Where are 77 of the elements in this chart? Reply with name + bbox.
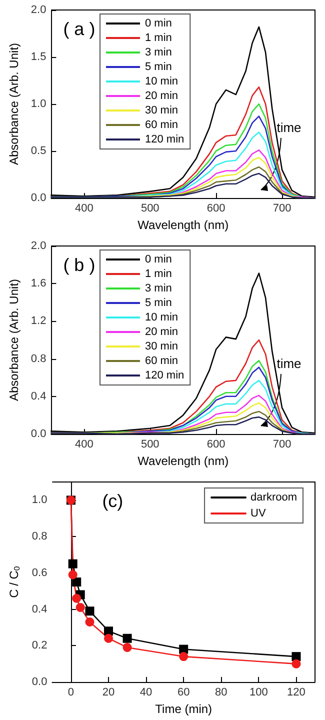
annotation: time: [276, 120, 302, 135]
legend-label: 5 min: [145, 61, 172, 73]
legend-label: 60 min: [145, 355, 178, 367]
y-tick-label: 1.0: [30, 98, 46, 110]
y-tick-label: 0.4: [32, 603, 48, 616]
y-tick-label: 2.0: [30, 240, 46, 252]
y-tick-label: 0.0: [30, 192, 46, 204]
point: [68, 570, 78, 580]
annotation: time: [276, 356, 302, 371]
x-tick-label: 500: [140, 438, 160, 450]
x-tick-label: 400: [74, 202, 94, 214]
y-tick-label: 1.0: [32, 494, 48, 506]
x-tick-label: 120: [287, 686, 306, 698]
legend-label: 10 min: [145, 76, 178, 88]
annotation: ( b ): [63, 255, 96, 275]
y-tick-label: 0.0: [30, 428, 46, 440]
point: [104, 626, 114, 636]
x-axis-title: Time (min): [155, 702, 212, 716]
x-axis-title: Wavelength (nm): [138, 218, 229, 232]
y-tick-label: 1.2: [30, 315, 46, 328]
point: [179, 652, 188, 662]
legend-label: 10 min: [145, 312, 178, 324]
y-tick-label: 0.2: [32, 640, 48, 652]
legend-label: darkroom: [250, 492, 298, 504]
legend-label: 5 min: [145, 297, 172, 309]
y-tick-label: 0.4: [30, 390, 46, 402]
x-tick-label: 500: [140, 202, 160, 214]
legend-label: 3 min: [145, 46, 172, 58]
x-tick-label: 600: [206, 202, 226, 214]
x-tick-label: 20: [102, 686, 115, 698]
y-tick-label: 0.8: [32, 530, 48, 543]
y-tick-label: 0.6: [32, 566, 48, 579]
y-tick-label: 0.0: [32, 676, 48, 688]
x-tick-label: 40: [140, 686, 152, 698]
y-tick-label: 0.5: [30, 145, 46, 157]
point: [85, 618, 94, 626]
point: [76, 602, 85, 612]
legend-label: UV: [250, 508, 266, 520]
annotation: (c): [102, 491, 124, 511]
legend-label: 30 min: [145, 340, 178, 352]
point: [122, 642, 132, 652]
point: [292, 659, 301, 668]
legend-label: 30 min: [145, 104, 178, 116]
point: [122, 634, 132, 643]
legend-label: 120 min: [145, 370, 184, 382]
y-tick-label: 0.8: [30, 352, 46, 365]
x-tick-label: 0: [68, 686, 74, 698]
legend-label: 120 min: [145, 134, 184, 146]
legend-label: 0 min: [145, 254, 172, 266]
point: [72, 578, 82, 586]
legend-label: 3 min: [145, 282, 172, 294]
legend-label: 20 min: [145, 90, 178, 102]
x-tick-label: 400: [74, 438, 94, 450]
y-tick-label: 1.5: [30, 51, 46, 63]
y-tick-label: 2.0: [30, 4, 46, 16]
legend-label: 0 min: [145, 18, 172, 30]
point: [68, 559, 78, 568]
y-axis-title: Absorbance (Arb. Unit): [7, 278, 21, 402]
legend-label: 20 min: [145, 326, 178, 338]
legend-label: 1 min: [145, 32, 172, 44]
x-tick-label: 700: [272, 202, 292, 214]
y-axis-title: C / C0: [7, 566, 22, 598]
point: [85, 606, 94, 616]
x-tick-label: 600: [206, 438, 226, 450]
y-axis-title: Absorbance (Arb. Unit): [7, 42, 21, 166]
point: [292, 652, 301, 662]
x-tick-label: 60: [177, 686, 190, 698]
legend-label: 60 min: [145, 119, 178, 131]
x-axis-title: Wavelength (nm): [138, 454, 229, 468]
point: [72, 594, 82, 603]
x-tick-label: 700: [272, 438, 292, 450]
legend-label: 1 min: [145, 268, 172, 280]
x-tick-label: 80: [215, 686, 228, 698]
x-tick-label: 100: [250, 686, 268, 698]
y-tick-label: 1.6: [30, 278, 46, 290]
annotation: ( a ): [63, 19, 96, 39]
point: [104, 634, 114, 643]
